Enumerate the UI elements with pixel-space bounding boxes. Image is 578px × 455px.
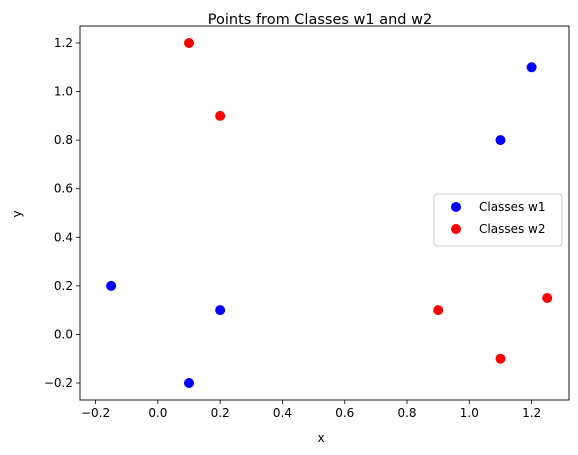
data-point	[215, 110, 226, 121]
y-tick-label: 0.0	[54, 327, 73, 341]
x-tick-label: 0.6	[335, 406, 354, 420]
legend-label: Classes w1	[479, 200, 545, 214]
legend-label: Classes w2	[479, 222, 545, 236]
x-tick-label: 1.0	[460, 406, 479, 420]
y-tick-label: 0.6	[54, 182, 73, 196]
y-tick-label: −0.2	[44, 376, 73, 390]
y-tick-label: 0.8	[54, 133, 73, 147]
legend-box	[433, 193, 563, 247]
data-point	[495, 135, 506, 146]
y-tick-label: 0.4	[54, 230, 73, 244]
x-tick-label: 0.8	[397, 406, 416, 420]
y-tick-label: 1.0	[54, 85, 73, 99]
data-point	[184, 38, 195, 48]
data-point	[184, 378, 195, 388]
x-axis: −0.2 0.0 0.2 0.4 0.6 0.8 1.0 1.2	[81, 400, 541, 420]
legend-marker	[451, 224, 461, 234]
data-point	[433, 305, 444, 316]
y-tick-label: 0.2	[54, 279, 73, 293]
data-point	[215, 305, 226, 316]
plot-frame	[79, 25, 570, 401]
legend: Classes w1 Classes w2	[433, 193, 563, 247]
x-axis-label: x	[317, 431, 324, 445]
y-tick-label: 1.2	[54, 36, 73, 50]
data-point	[542, 293, 553, 303]
x-tick-label: −0.2	[81, 406, 110, 420]
data-point	[106, 280, 117, 291]
x-tick-label: 1.2	[522, 406, 541, 420]
x-tick-label: 0.0	[148, 406, 167, 420]
data-point	[526, 62, 537, 73]
series-1	[106, 62, 537, 388]
y-axis: −0.2 0.0 0.2 0.4 0.6 0.8 1.0 1.2	[44, 36, 80, 390]
data-point	[495, 353, 506, 364]
x-tick-label: 0.2	[211, 406, 230, 420]
legend-marker	[451, 202, 461, 212]
x-tick-label: 0.4	[273, 406, 292, 420]
chart-title: Points from Classes w1 and w2	[208, 12, 432, 28]
series-2	[184, 38, 553, 364]
y-axis-label: y	[10, 210, 24, 217]
